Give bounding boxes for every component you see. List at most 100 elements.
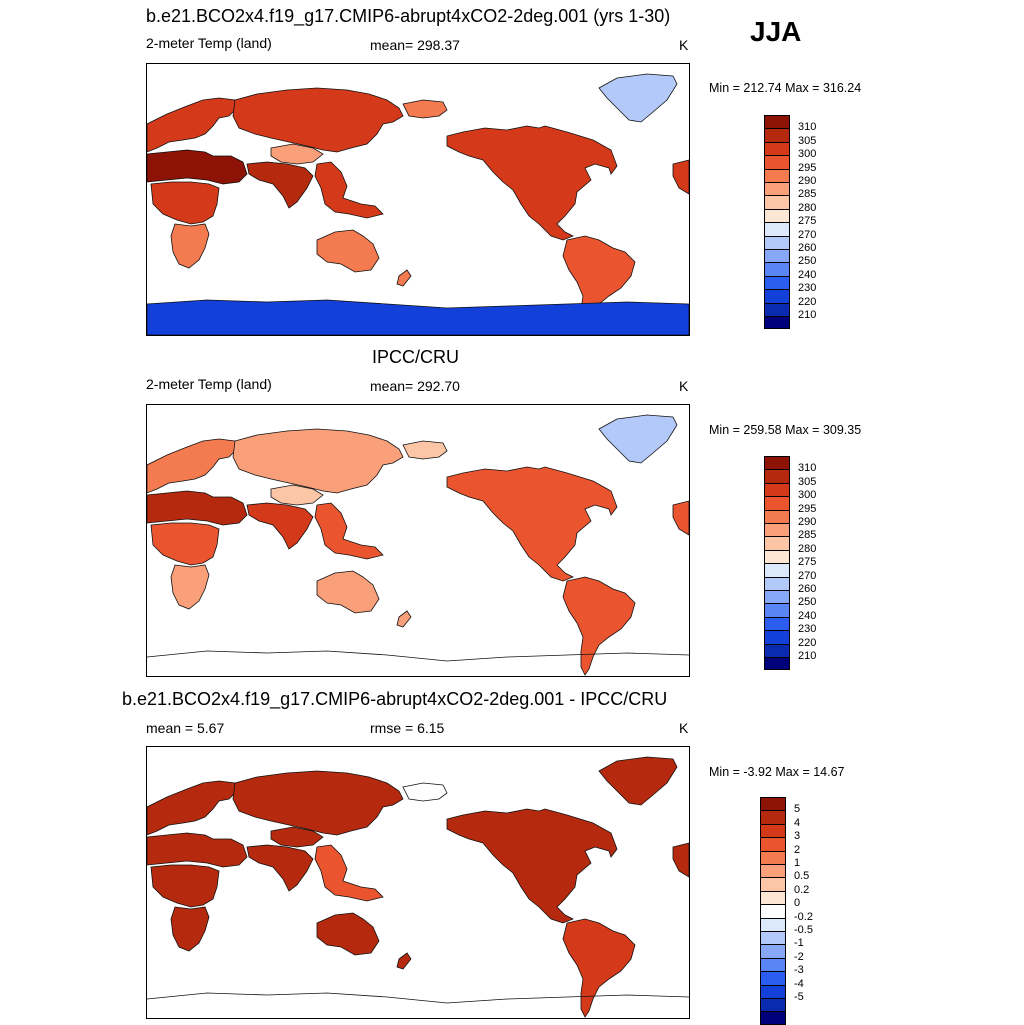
panel-3-map-canvas	[147, 756, 689, 1018]
colorbar-tick-label: 295	[798, 161, 817, 174]
colorbar-tick-label: 0	[794, 897, 801, 910]
panel-1-map	[146, 63, 690, 336]
colorbar-tick-label: 220	[798, 636, 817, 649]
colorbar-tick-label: 2	[794, 843, 801, 856]
colorbar-box	[760, 837, 786, 852]
colorbar-box	[764, 657, 790, 671]
panel-3-units: K	[679, 720, 689, 736]
colorbar-box	[760, 957, 786, 973]
colorbar-box	[760, 797, 786, 812]
colorbar-tick-label: 290	[798, 175, 817, 187]
colorbar-box	[760, 917, 786, 932]
panel-3-minmax: Min = -3.92 Max = 14.67	[709, 765, 845, 779]
colorbar-box	[764, 616, 790, 632]
panel-2-map-canvas	[147, 414, 689, 676]
colorbar-tick-label: 230	[798, 282, 817, 295]
region-south-america	[562, 576, 636, 676]
colorbar-tick-label: 275	[798, 215, 817, 228]
region-europe	[147, 97, 238, 153]
colorbar-tick-label: 270	[798, 228, 817, 241]
panel-3-map	[146, 746, 690, 1019]
colorbar-tick-label: 3	[794, 830, 801, 843]
colorbar-box	[764, 235, 790, 250]
panel-2-map	[146, 404, 690, 677]
region-southern-africa	[170, 564, 210, 610]
colorbar-box	[764, 576, 790, 591]
region-new-zealand	[396, 952, 412, 970]
panel-1-map-canvas	[147, 73, 689, 335]
region-antarctica	[147, 650, 689, 662]
colorbar-box	[764, 195, 790, 210]
region-south-asia	[246, 502, 314, 550]
colorbar-box	[764, 630, 790, 645]
colorbar-box	[760, 823, 786, 839]
colorbar-tick-label: 0.2	[794, 883, 810, 896]
colorbar-tick-label: 285	[798, 188, 817, 201]
region-south-america	[562, 918, 636, 1018]
panel-1-units: K	[679, 37, 689, 53]
region-sahara-arabia	[147, 149, 248, 185]
region-southern-africa	[170, 223, 210, 269]
colorbar-tick-label: -4	[794, 977, 804, 990]
region-siberia	[232, 770, 404, 836]
colorbar-tick-label: -3	[794, 964, 804, 977]
panel-2-variable-label: 2-meter Temp (land)	[146, 376, 272, 392]
colorbar-box	[760, 931, 786, 946]
panel-2-mean-label: mean= 292.70	[370, 378, 460, 394]
colorbar-tick-label: 310	[798, 462, 817, 475]
region-arctic-coast	[402, 99, 448, 119]
region-southeast-asia	[314, 502, 384, 560]
region-north-america	[446, 466, 618, 582]
region-siberia	[232, 87, 404, 153]
colorbar-tick-label: 280	[798, 542, 817, 555]
colorbar-box	[764, 222, 790, 237]
colorbar-tick-label: 305	[798, 475, 817, 488]
colorbar-tick-label: 210	[798, 650, 817, 662]
panel-2-title: IPCC/CRU	[372, 347, 460, 367]
colorbar-box	[764, 262, 790, 277]
colorbar-tick-label: 210	[798, 309, 817, 321]
panel-1-variable-label: 2-meter Temp (land)	[146, 35, 272, 51]
region-south-asia	[246, 161, 314, 209]
season-label: JJA	[750, 16, 802, 47]
colorbar-box	[764, 182, 790, 197]
colorbar-box	[764, 523, 790, 538]
colorbar-tick-label: 230	[798, 623, 817, 636]
panel-3-title: b.e21.BCO2x4.f19_g17.CMIP6-abrupt4xCO2-2…	[122, 689, 668, 709]
region-east-africa-edge	[672, 842, 689, 878]
region-greenland	[598, 756, 678, 806]
colorbar-box	[764, 128, 790, 143]
region-europe	[147, 438, 238, 494]
region-australia	[316, 229, 380, 273]
colorbar-box	[760, 850, 786, 865]
region-arctic-coast	[402, 440, 448, 460]
panel-3-rmse-label: rmse = 6.15	[370, 720, 445, 736]
colorbar-tick-label: -2	[794, 950, 804, 963]
panel-1-mean-label: mean= 298.37	[370, 37, 460, 53]
colorbar-tick-label: 240	[798, 268, 817, 281]
colorbar-box	[764, 603, 790, 618]
region-sahara-arabia	[147, 832, 248, 868]
colorbar-box	[760, 810, 786, 825]
region-east-africa-edge	[672, 500, 689, 536]
region-central-africa	[150, 522, 220, 566]
colorbar-box	[764, 316, 790, 330]
colorbar-tick-label: 250	[798, 255, 817, 268]
region-southern-africa	[170, 906, 210, 952]
colorbar-box	[760, 904, 786, 919]
colorbar-tick-label: 285	[798, 529, 817, 542]
colorbar-tick-label: 300	[798, 489, 817, 502]
region-new-zealand	[396, 610, 412, 628]
colorbar-box	[764, 509, 790, 524]
colorbar-box	[760, 890, 786, 906]
panel-1-minmax: Min = 212.74 Max = 316.24	[709, 81, 862, 95]
colorbar-box	[764, 289, 790, 304]
region-europe	[147, 780, 238, 836]
colorbar-box	[760, 984, 786, 999]
region-north-america	[446, 808, 618, 924]
region-sahara-arabia	[147, 490, 248, 526]
region-tibet	[270, 826, 324, 848]
region-tibet	[270, 143, 324, 165]
colorbar-box	[764, 168, 790, 183]
colorbar-box	[760, 998, 786, 1013]
